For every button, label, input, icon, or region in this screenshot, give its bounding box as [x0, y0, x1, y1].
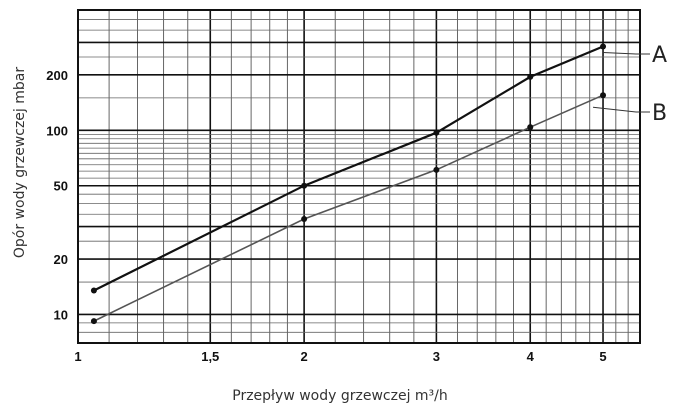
series-leader-B [592, 106, 650, 113]
series-line-B [93, 94, 604, 322]
series-A: A [90, 43, 667, 294]
x-tick-label: 1 [74, 349, 81, 364]
data-point [600, 43, 607, 50]
data-point [90, 318, 97, 325]
tick-labels: 1 1,5 2 3 4 5 10 20 50 100 200 [46, 68, 606, 364]
series-label-B: B [652, 101, 667, 126]
data-point [433, 129, 440, 136]
x-axis-label: Przepływ wody grzewczej m³/h [232, 388, 448, 404]
x-tick-label: 1,5 [201, 349, 219, 364]
series-label-A: A [652, 43, 667, 68]
grid-layer [78, 10, 640, 343]
data-point [433, 166, 440, 173]
y-tick-label: 50 [54, 179, 68, 194]
x-tick-label: 5 [599, 349, 606, 364]
series-line-A [93, 45, 604, 292]
plot-frame [77, 9, 641, 344]
y-tick-label: 100 [46, 123, 68, 138]
x-tick-label: 4 [527, 349, 535, 364]
x-tick-label: 2 [301, 349, 308, 364]
series-leader-A [603, 52, 650, 55]
data-point [301, 215, 308, 222]
series-B: B [90, 92, 667, 325]
data-point [527, 124, 534, 131]
data-point [527, 73, 534, 80]
y-axis-label: Opór wody grzewczej mbar [12, 67, 28, 258]
y-tick-label: 200 [46, 68, 68, 83]
y-tick-label: 10 [54, 307, 68, 322]
data-point [301, 182, 308, 189]
series-layer: AB [90, 43, 667, 325]
data-point [600, 92, 607, 99]
data-point [90, 287, 97, 294]
y-tick-label: 20 [54, 252, 68, 267]
x-tick-label: 3 [433, 349, 440, 364]
